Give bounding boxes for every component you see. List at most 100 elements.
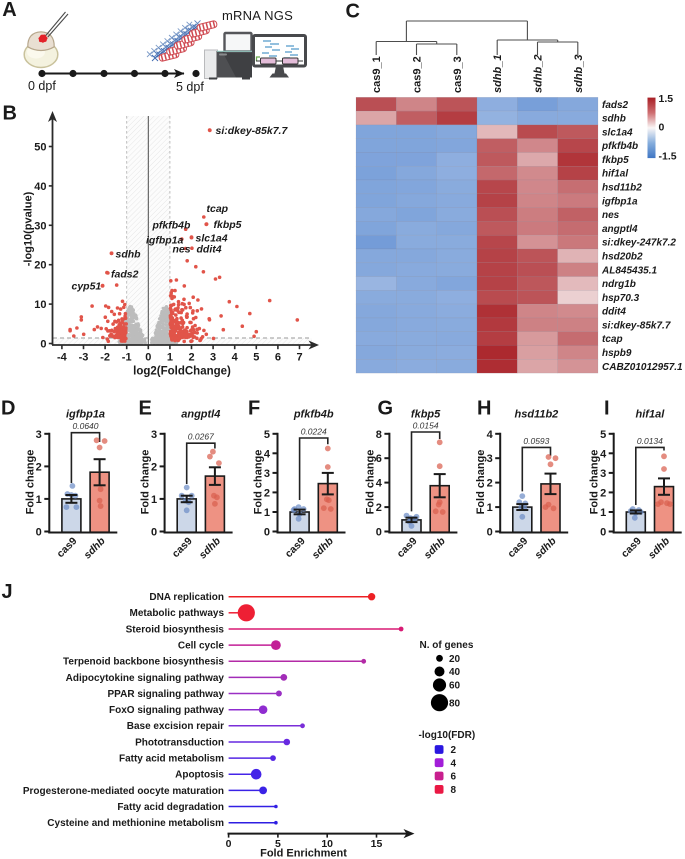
svg-text:si:dkey-247k7.2: si:dkey-247k7.2: [602, 238, 676, 249]
svg-text:fkbp5: fkbp5: [214, 219, 242, 231]
svg-text:Fold change: Fold change: [589, 450, 601, 515]
svg-text:sdhb_1: sdhb_1: [492, 54, 504, 93]
svg-text:6: 6: [451, 772, 457, 783]
svg-text:si:dkey-85k7.7: si:dkey-85k7.7: [216, 125, 289, 137]
svg-text:60: 60: [449, 681, 461, 692]
svg-text:0 dpf: 0 dpf: [28, 79, 56, 93]
svg-text:4: 4: [487, 429, 494, 441]
svg-text:3: 3: [36, 429, 42, 441]
svg-text:2: 2: [487, 478, 493, 490]
svg-text:hif1al: hif1al: [636, 409, 666, 421]
svg-text:2: 2: [451, 745, 457, 756]
svg-text:0.0224: 0.0224: [301, 427, 327, 437]
svg-text:3: 3: [264, 468, 270, 480]
svg-text:B: B: [3, 103, 17, 125]
svg-text:angptl4: angptl4: [602, 224, 638, 235]
svg-text:2: 2: [600, 487, 606, 499]
svg-text:1.5: 1.5: [659, 93, 674, 105]
svg-text:si:dkey-85k7.7: si:dkey-85k7.7: [602, 320, 671, 331]
svg-text:10: 10: [34, 299, 46, 311]
svg-text:hsp70.3: hsp70.3: [602, 293, 640, 304]
svg-text:40: 40: [34, 181, 46, 193]
svg-text:cyp51: cyp51: [72, 281, 102, 293]
svg-text:Fatty acid metabolism: Fatty acid metabolism: [119, 754, 224, 765]
svg-text:4: 4: [451, 758, 457, 769]
svg-text:hspb9: hspb9: [602, 348, 632, 359]
svg-text:4: 4: [376, 478, 383, 490]
svg-text:Fold change: Fold change: [140, 450, 152, 515]
svg-text:0: 0: [151, 527, 157, 539]
svg-text:AL845435.1: AL845435.1: [601, 265, 657, 276]
svg-text:5: 5: [600, 429, 606, 441]
svg-text:3: 3: [151, 429, 157, 441]
svg-text:5 dpf: 5 dpf: [176, 80, 204, 94]
svg-text:Phototransduction: Phototransduction: [135, 737, 224, 748]
svg-text:Fold change: Fold change: [364, 450, 376, 515]
svg-text:2: 2: [36, 461, 42, 473]
svg-text:Terpenoid backbone biosynthesi: Terpenoid backbone biosynthesis: [63, 657, 224, 668]
svg-text:1: 1: [151, 494, 157, 506]
svg-text:Cell cycle: Cell cycle: [178, 641, 225, 652]
svg-text:2: 2: [188, 352, 194, 364]
svg-text:1: 1: [264, 507, 270, 519]
svg-text:10: 10: [321, 838, 333, 850]
svg-text:CABZ01012957.1: CABZ01012957.1: [602, 362, 683, 373]
svg-text:Cysteine and methionine metabo: Cysteine and methionine metabolism: [47, 818, 224, 829]
svg-text:0: 0: [36, 527, 42, 539]
svg-text:sdhb_3: sdhb_3: [573, 54, 585, 93]
svg-text:fads2: fads2: [602, 100, 629, 111]
svg-text:FoxO signaling pathway: FoxO signaling pathway: [109, 705, 224, 716]
svg-text:angptl4: angptl4: [181, 409, 220, 421]
svg-text:hsd20b2: hsd20b2: [602, 252, 643, 263]
svg-text:0.0640: 0.0640: [73, 421, 99, 431]
svg-text:sdhb: sdhb: [602, 114, 626, 125]
svg-text:pfkfb4b: pfkfb4b: [152, 220, 192, 232]
svg-text:igfbp1a: igfbp1a: [602, 196, 638, 207]
svg-text:hsd11b2: hsd11b2: [514, 409, 558, 421]
svg-text:-1.5: -1.5: [659, 151, 677, 163]
svg-text:N. of genes: N. of genes: [420, 640, 474, 651]
svg-text:3: 3: [600, 468, 606, 480]
svg-text:cas9_1: cas9_1: [371, 56, 383, 93]
svg-text:80: 80: [449, 698, 461, 709]
svg-text:8: 8: [376, 429, 382, 441]
svg-text:sdhb_2: sdhb_2: [533, 54, 545, 93]
svg-text:Progesterone-mediated oocyte m: Progesterone-mediated oocyte maturation: [23, 786, 224, 797]
svg-text:0: 0: [264, 527, 270, 539]
svg-text:E: E: [139, 398, 152, 420]
svg-text:ddit4: ddit4: [197, 244, 222, 256]
svg-text:0: 0: [145, 352, 151, 364]
svg-text:hsd11b2: hsd11b2: [602, 183, 642, 194]
svg-text:40: 40: [449, 667, 461, 678]
svg-text:1: 1: [167, 352, 173, 364]
svg-text:Fold change: Fold change: [475, 450, 487, 515]
svg-text:4: 4: [600, 448, 607, 460]
svg-text:ndrg1b: ndrg1b: [602, 279, 636, 290]
svg-text:1: 1: [600, 507, 606, 519]
svg-text:3: 3: [487, 453, 493, 465]
svg-text:Fold change: Fold change: [253, 450, 265, 515]
svg-text:0.0134: 0.0134: [637, 436, 663, 446]
svg-text:4: 4: [232, 352, 239, 364]
svg-text:0: 0: [600, 527, 606, 539]
svg-text:slc1a4: slc1a4: [196, 233, 228, 245]
svg-text:50: 50: [34, 142, 46, 154]
svg-text:I: I: [604, 398, 610, 420]
svg-text:nes: nes: [173, 244, 191, 256]
svg-text:Steroid biosynthesis: Steroid biosynthesis: [126, 624, 225, 635]
svg-text:-3: -3: [79, 352, 89, 364]
svg-text:hif1al: hif1al: [602, 169, 628, 180]
svg-text:tcap: tcap: [602, 334, 623, 345]
svg-text:0.0154: 0.0154: [413, 421, 439, 431]
svg-text:C: C: [346, 1, 360, 23]
svg-text:1: 1: [36, 494, 42, 506]
svg-text:30: 30: [34, 220, 46, 232]
svg-text:1: 1: [487, 502, 493, 514]
svg-text:igfbp1a: igfbp1a: [66, 409, 105, 421]
svg-text:tcap: tcap: [207, 203, 229, 215]
svg-text:mRNA NGS: mRNA NGS: [222, 8, 293, 23]
svg-text:15: 15: [371, 838, 383, 850]
svg-text:Fold Enrichment: Fold Enrichment: [260, 848, 347, 859]
svg-text:Fold change: Fold change: [24, 450, 36, 515]
svg-text:0.0593: 0.0593: [523, 436, 549, 446]
